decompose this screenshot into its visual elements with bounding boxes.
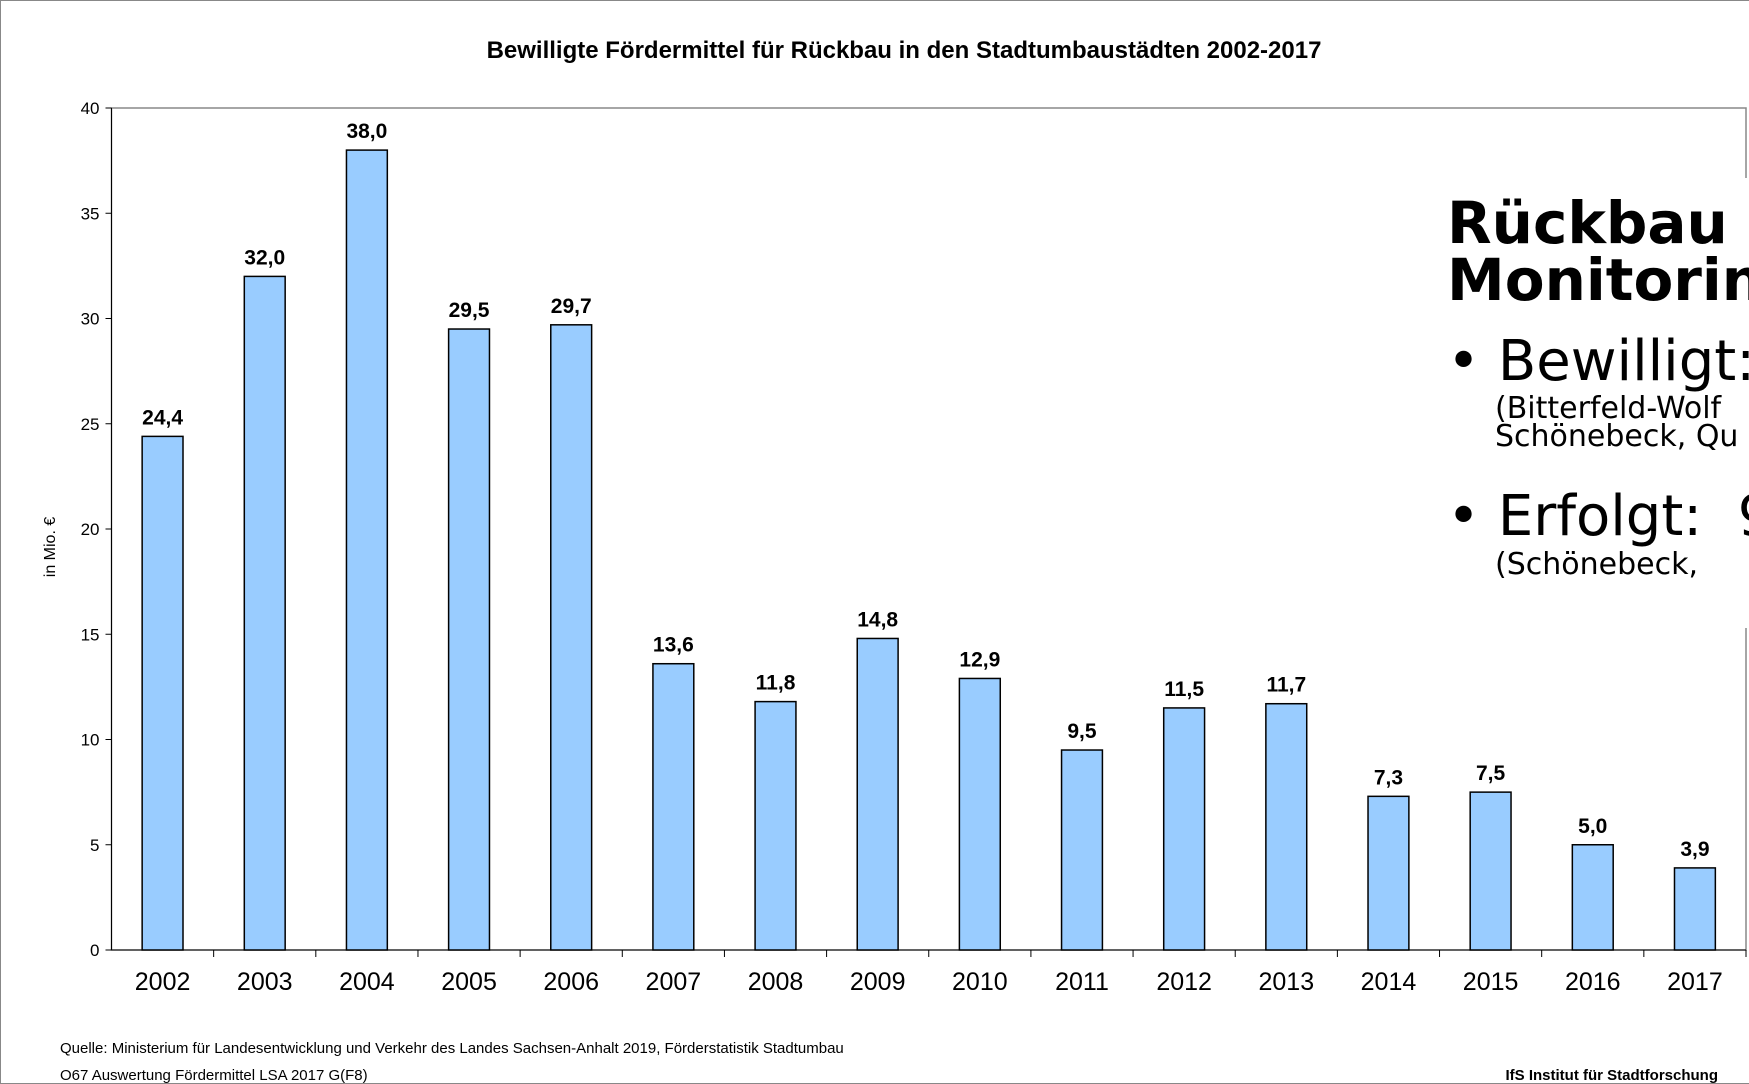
value-label: 29,7 — [551, 295, 592, 318]
x-tick-label: 2017 — [1667, 968, 1723, 996]
y-axis-label: in Mio. € — [42, 517, 59, 578]
bar — [1469, 791, 1512, 951]
bar — [141, 435, 184, 951]
value-label: 24,4 — [142, 406, 183, 429]
value-label: 3,9 — [1680, 838, 1709, 861]
bar — [1673, 867, 1717, 951]
bar — [1162, 707, 1206, 951]
bar — [243, 275, 286, 951]
chart-title: Bewilligte Fördermittel für Rückbau in d… — [487, 37, 1322, 64]
x-tick-label: 2009 — [850, 968, 906, 996]
bar — [1367, 795, 1410, 951]
x-tick-label: 2010 — [952, 968, 1008, 996]
overlay-detail: (Schönebeck, — [1495, 547, 1698, 582]
bar — [856, 637, 899, 951]
overlay-heading: Monitoring — [1447, 246, 1749, 314]
y-tick-label: 10 — [81, 731, 100, 750]
y-tick-label: 35 — [81, 204, 100, 223]
bar — [447, 328, 491, 951]
x-tick-label: 2013 — [1258, 968, 1314, 996]
value-label: 11,7 — [1266, 674, 1306, 697]
x-tick-label: 2007 — [646, 968, 702, 996]
x-tick-label: 2006 — [543, 968, 599, 996]
bar — [550, 324, 593, 951]
value-label: 14,8 — [857, 608, 898, 631]
overlay-bullet: • Bewilligt: — [1447, 329, 1749, 394]
y-tick-label: 5 — [90, 836, 99, 855]
bar — [1060, 749, 1104, 951]
x-tick-label: 2014 — [1361, 968, 1417, 996]
x-tick-label: 2003 — [237, 968, 293, 996]
overlay-bullet: • Erfolgt: 9 — [1447, 484, 1749, 549]
value-label: 13,6 — [653, 634, 694, 657]
overlay: Rückbau 20 Monitoring • Bewilligt: (Bitt… — [1447, 189, 1749, 582]
x-tick-label: 2012 — [1156, 968, 1212, 996]
x-tick-label: 2002 — [135, 968, 191, 996]
overlay-box — [1440, 178, 1749, 628]
value-label: 9,5 — [1067, 720, 1097, 743]
y-tick-label: 20 — [81, 520, 100, 539]
value-label: 11,8 — [756, 672, 796, 695]
bar — [345, 149, 389, 951]
value-label: 11,5 — [1164, 678, 1204, 701]
overlay-detail: Schönebeck, Qu — [1495, 419, 1738, 454]
y-tick-label: 15 — [81, 625, 100, 644]
y-tick-label: 25 — [81, 415, 100, 434]
value-label: 12,9 — [959, 648, 1000, 671]
value-label: 29,5 — [449, 299, 490, 322]
value-label: 38,0 — [346, 120, 387, 143]
bar — [754, 700, 797, 951]
source: Quelle: Ministerium für Landesentwicklun… — [60, 1040, 844, 1057]
credit: IfS Institut für Stadtforschung — [1506, 1067, 1718, 1084]
x-tick-label: 2016 — [1565, 968, 1621, 996]
x-tick-label: 2015 — [1463, 968, 1519, 996]
value-label: 7,3 — [1374, 766, 1403, 789]
value-label: 5,0 — [1578, 815, 1607, 838]
value-label: 32,0 — [244, 246, 285, 269]
bar — [652, 662, 695, 951]
x-tick-label: 2005 — [441, 968, 497, 996]
y-tick-label: 30 — [81, 310, 100, 329]
bar — [1265, 702, 1308, 951]
bar — [1571, 844, 1614, 951]
y-tick-label: 0 — [90, 941, 99, 960]
value-label: 7,5 — [1476, 762, 1506, 785]
overlay-heading: Rückbau 20 — [1447, 189, 1749, 257]
bar — [958, 677, 1002, 951]
x-tick-label: 2008 — [748, 968, 804, 996]
y-tick-label: 40 — [81, 99, 100, 118]
overlay-detail: (Bitterfeld-Wolf — [1495, 391, 1723, 426]
x-tick-label: 2004 — [339, 968, 395, 996]
note: O67 Auswertung Fördermittel LSA 2017 G(F… — [60, 1067, 368, 1084]
x-tick-label: 2011 — [1055, 968, 1109, 996]
